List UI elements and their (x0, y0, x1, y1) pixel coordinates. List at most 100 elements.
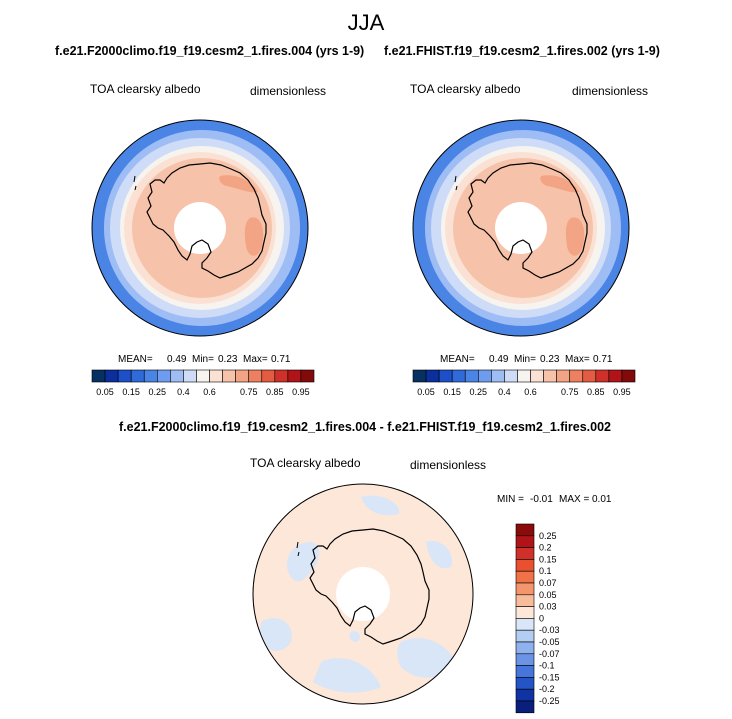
diff-negative-patch (349, 631, 360, 642)
diff-colorbar-tick-label: 0.15 (539, 554, 557, 564)
panel2-colorbar-box (608, 369, 623, 383)
panel1-south-america-tip (133, 175, 137, 191)
panel1-units-label: dimensionless (250, 84, 327, 98)
panel1-colorbar-box (196, 369, 210, 383)
panel2-colorbar-box (477, 369, 492, 383)
panel2-coastline (467, 162, 588, 279)
panel1-colorbar-box (287, 369, 302, 383)
panel1-plateau-patch (244, 217, 264, 256)
diff-units-label: dimensionless (410, 458, 487, 472)
panel1-colorbar-tick-label: 0.6 (203, 387, 216, 397)
panel1-mean-value: 0.49 (167, 354, 187, 365)
panel2-colorbar-box (595, 369, 610, 383)
panel1-colorbar-box (274, 369, 289, 383)
diff-colorbar-box (515, 641, 535, 655)
diff-colorbar-tick-label: -0.1 (539, 661, 555, 671)
panel1-min-value: 0.23 (218, 354, 238, 365)
diff-colorbar-tick-label: -0.03 (539, 625, 560, 635)
panel1-max-label: Max= (243, 354, 268, 365)
panel2-colorbar-box (464, 369, 479, 383)
panel1-colorbar-tick-label: 0.4 (177, 387, 190, 397)
diff-colorbar-tick-label: 0.03 (539, 602, 557, 612)
diff-colorbar-box (515, 547, 535, 560)
panel2-colorbar-box (451, 369, 466, 383)
diff-colorbar-box (515, 665, 535, 678)
panel1-coastline (146, 162, 267, 279)
diff-colorbar-box (515, 677, 535, 690)
diff-colorbar-box (515, 559, 535, 572)
panel2-colorbar-tick-label: 0.15 (443, 387, 461, 397)
panel2-colorbar-tick-label: 0.25 (470, 387, 488, 397)
diff-colorbar-tick-label: -0.25 (539, 696, 560, 706)
diff-colorbar-tick-label: 0.1 (539, 566, 552, 576)
panel2-polar-map (412, 119, 630, 337)
diff-colorbar-tick-label: 0 (539, 613, 544, 623)
panel2-plateau-patch (565, 217, 585, 256)
diff-max-label: MAX = (559, 494, 590, 505)
panel2-south-america-tip (454, 175, 458, 191)
panel2-colorbar-box (556, 369, 571, 383)
panel1-variable-label: TOA clearsky albedo (90, 82, 201, 96)
panel2-case-title: f.e21.FHIST.f19_f19.cesm2_1.fires.002 (y… (384, 44, 660, 58)
panel2-variable-label: TOA clearsky albedo (410, 82, 521, 96)
panel1-mean-label: MEAN= (118, 354, 153, 365)
diff-colorbar-box (515, 700, 535, 714)
panel2-colorbar-tick-label: 0.95 (613, 387, 631, 397)
diff-negative-patch (313, 658, 381, 693)
panel2-colorbar-box (438, 369, 453, 383)
panel2-min-value: 0.23 (540, 354, 560, 365)
panel1-pole-missing (174, 202, 226, 254)
panel2-colorbar-box (530, 369, 544, 383)
diff-colorbar-box (515, 629, 535, 643)
diff-negative-patch (361, 495, 400, 516)
diff-colorbar-tick-label: 0.05 (539, 590, 557, 600)
panel2-colorbar-tick-label: 0.05 (417, 387, 435, 397)
panel2-colorbar-tick-label: 0.6 (524, 387, 537, 397)
diff-colorbar-box (515, 688, 535, 702)
diff-colorbar-box (515, 618, 535, 631)
panel2-mean-value: 0.49 (489, 354, 509, 365)
panel2-colorbar-box (582, 369, 597, 383)
panel1-colorbar-tick-label: 0.85 (266, 387, 284, 397)
panel2-colorbar-box (517, 369, 531, 383)
panel1-colorbar-box (235, 369, 250, 383)
diff-colorbar-box (515, 523, 535, 537)
diff-max-value: 0.01 (592, 494, 612, 505)
diff-coastline (309, 528, 430, 645)
panel2-max-label: Max= (565, 354, 590, 365)
panel2-colorbar-box (425, 369, 440, 383)
panel1-colorbar-box (261, 369, 276, 383)
diff-colorbar-box (515, 606, 535, 619)
panel2-colorbar-tick-label: 0.85 (587, 387, 605, 397)
diff-colorbar-tick-label: -0.15 (539, 672, 560, 682)
panel1-colorbar-box (183, 369, 197, 383)
diff-colorbar-tick-label: -0.2 (539, 684, 555, 694)
diff-title: f.e21.F2000climo.f19_f19.cesm2_1.fires.0… (119, 420, 611, 434)
panel2-colorbar-box (504, 369, 518, 383)
panel1-colorbar-tick-label: 0.05 (96, 387, 114, 397)
panel1-colorbar-box (300, 369, 315, 383)
diff-colorbar-box (515, 535, 535, 548)
diff-negative-patch (397, 638, 456, 678)
panel1-colorbar-box (222, 369, 236, 383)
panel1-polar-map (91, 119, 309, 337)
panel2-colorbar-box (543, 369, 557, 383)
panel2-colorbar-box (569, 369, 584, 383)
panel1-colorbar-box (209, 369, 223, 383)
panel1-colorbar-tick-label: 0.75 (240, 387, 258, 397)
panel2-colorbar: 0.05 0.15 0.25 0.4 0.6 0.75 0.85 0.95 (412, 369, 636, 397)
diff-colorbar-box (515, 570, 535, 584)
diff-colorbar-tick-label: 0.2 (539, 543, 552, 553)
panel2-plateau-patch (540, 175, 579, 193)
panel1-colorbar-box (130, 369, 145, 383)
panel1-colorbar-box (248, 369, 263, 383)
panel2-colorbar-tick-label: 0.4 (498, 387, 511, 397)
diff-pole-missing (336, 567, 390, 621)
panel1-colorbar-box (91, 369, 106, 383)
panel1-plateau-patch (219, 175, 258, 193)
diff-colorbar-box (515, 653, 535, 666)
diff-negative-patch (426, 541, 452, 569)
diff-min-label: MIN = (497, 494, 524, 505)
diff-colorbar-box (515, 594, 535, 607)
diff-south-america-tip (296, 541, 300, 557)
